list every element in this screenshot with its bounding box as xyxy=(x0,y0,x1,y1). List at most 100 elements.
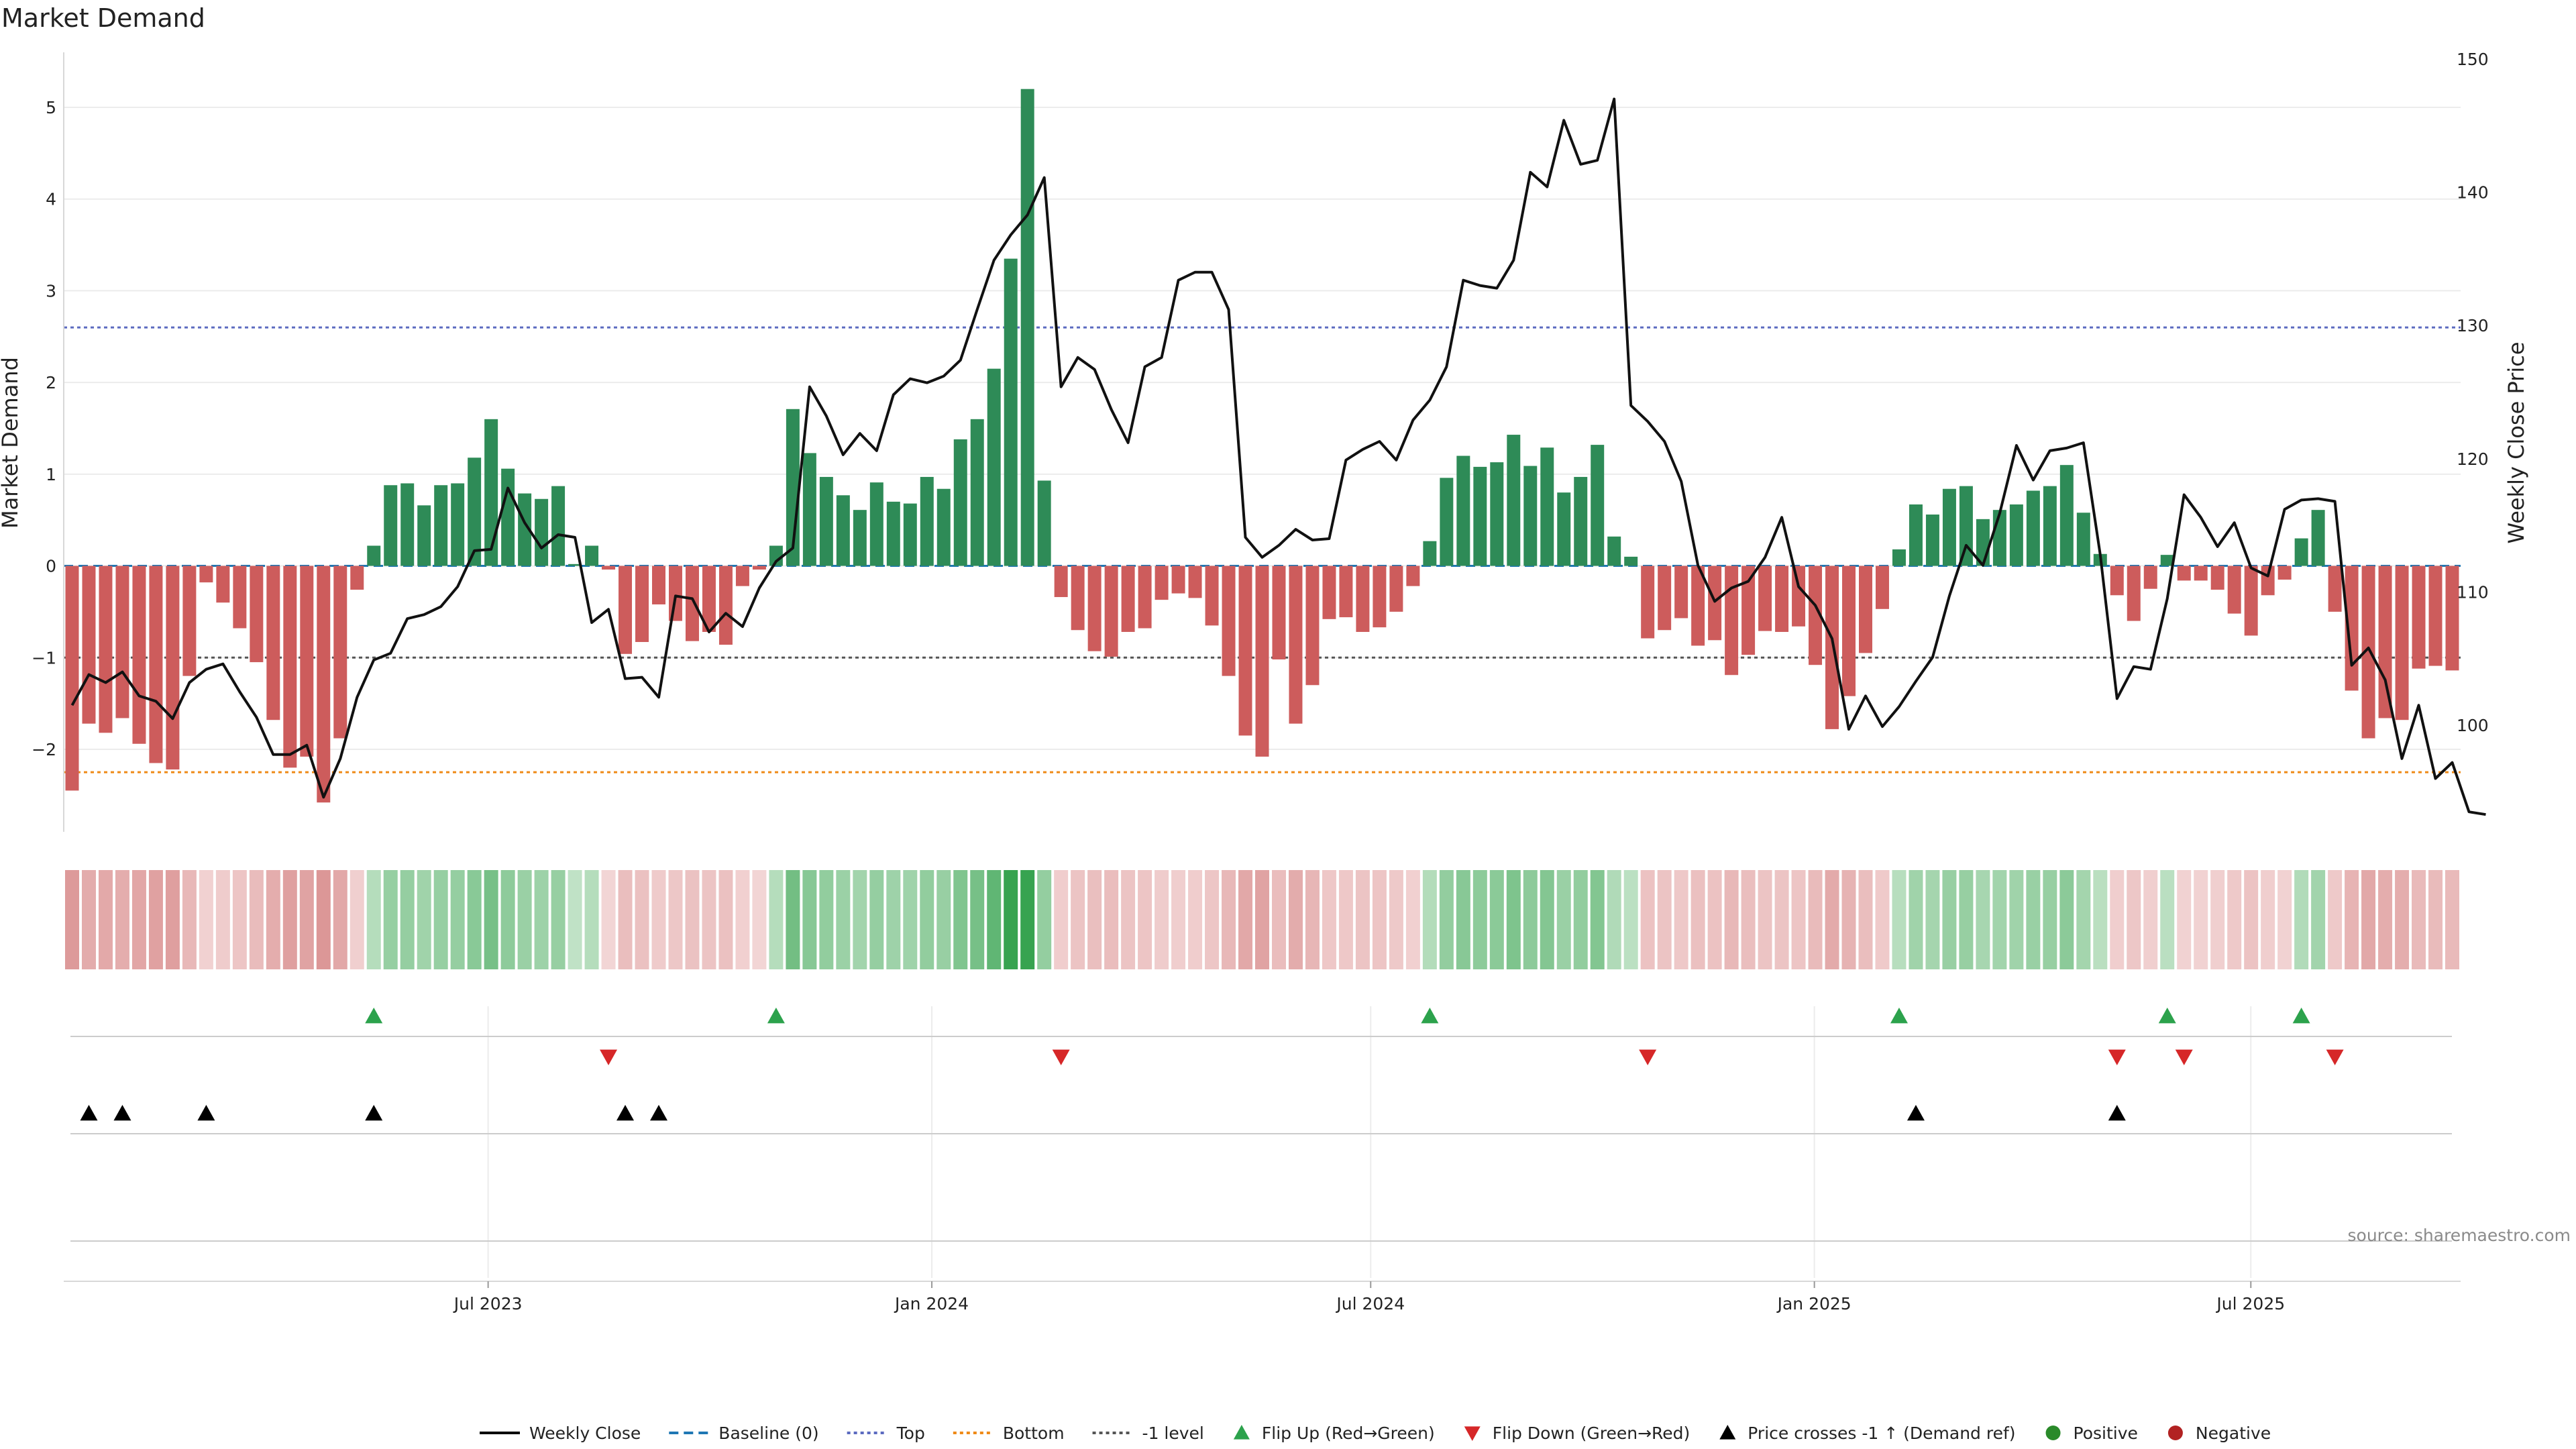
demand-bar xyxy=(1591,445,1605,566)
regime-band-cell xyxy=(1808,870,1823,969)
demand-bar xyxy=(2160,555,2174,566)
weekly-close-polyline xyxy=(70,97,2486,816)
y-tick-label: 4 xyxy=(46,190,56,209)
regime-band-cell xyxy=(2361,870,2376,969)
y2-tick-label: 120 xyxy=(2457,449,2489,469)
demand-bar xyxy=(1222,566,1236,676)
y-tick-label: 0 xyxy=(46,557,56,576)
price-cross-marker xyxy=(113,1105,131,1121)
demand-bar xyxy=(2445,566,2459,671)
regime-band-cell xyxy=(131,870,146,969)
demand-bar xyxy=(1641,566,1655,639)
regime-band-cell xyxy=(1004,870,1018,969)
demand-bar xyxy=(869,482,883,566)
demand-bar xyxy=(1272,566,1286,659)
demand-bar xyxy=(1691,566,1705,646)
demand-bar xyxy=(802,453,816,566)
demand-bar xyxy=(266,566,280,720)
flip-up-marker xyxy=(1421,1008,1439,1024)
price-cross-marker xyxy=(2108,1105,2126,1121)
regime-band-cell xyxy=(2261,870,2275,969)
legend: Weekly Close Baseline (0) Top Bottom -1 leve… xyxy=(480,1424,2271,1443)
regime-band-cell xyxy=(1171,870,1186,969)
regime-band-cell xyxy=(299,870,314,969)
regime-band-cell xyxy=(2412,870,2426,969)
y-axis-title: Market Demand xyxy=(0,357,23,529)
regime-band-cell xyxy=(1925,870,1940,969)
demand-bar xyxy=(1792,566,1806,627)
regime-band-cell xyxy=(1255,870,1269,969)
demand-bars xyxy=(65,89,2459,803)
demand-bar xyxy=(1892,549,1906,566)
regime-band-cell xyxy=(2076,870,2091,969)
demand-bar xyxy=(2076,513,2090,566)
demand-bar xyxy=(1942,488,1956,566)
demand-bar xyxy=(417,505,431,566)
demand-bar xyxy=(2210,566,2224,590)
weekly-close-line xyxy=(70,97,2486,816)
regime-band-cell xyxy=(98,870,113,969)
regime-band-cell xyxy=(333,870,347,969)
regime-band-cell xyxy=(1506,870,1521,969)
flip-down-marker xyxy=(1639,1049,1657,1065)
legend-label: Positive xyxy=(2074,1424,2138,1443)
demand-bar xyxy=(987,368,1001,566)
regime-band-cell xyxy=(1690,870,1705,969)
regime-band-cell xyxy=(450,870,465,969)
demand-bar xyxy=(1490,462,1504,566)
demand-bar xyxy=(1557,492,1571,566)
regime-band-cell xyxy=(1222,870,1236,969)
demand-bar xyxy=(735,566,749,586)
regime-band-cell xyxy=(2160,870,2175,969)
regime-band-cell xyxy=(1037,870,1052,969)
source-note: source: sharemaestro.com xyxy=(2348,1226,2571,1245)
regime-band-cell xyxy=(2345,870,2359,969)
demand-bar xyxy=(216,566,230,603)
regime-band-cell xyxy=(2328,870,2343,969)
demand-bar xyxy=(1322,566,1336,619)
regime-band-cell xyxy=(1724,870,1739,969)
regime-band-cell xyxy=(903,870,918,969)
demand-bar xyxy=(1992,510,2006,566)
price-cross-marker xyxy=(1907,1105,1925,1121)
demand-bar xyxy=(468,458,482,566)
regime-band-strip xyxy=(65,870,2459,969)
demand-bar xyxy=(635,566,649,643)
demand-bar xyxy=(99,566,113,733)
regime-band-cell xyxy=(601,870,616,969)
demand-bar xyxy=(1155,566,1169,600)
y-tick-label: −1 xyxy=(32,648,56,667)
demand-bar xyxy=(317,566,331,803)
demand-bar xyxy=(1909,504,1923,566)
regime-band-cell xyxy=(819,870,834,969)
demand-bar xyxy=(1758,566,1772,631)
demand-bar xyxy=(2311,510,2325,566)
demand-bar xyxy=(1456,455,1470,566)
regime-band-cell xyxy=(1607,870,1621,969)
flip-up-marker xyxy=(767,1008,785,1024)
regime-band-cell xyxy=(1892,870,1907,969)
regime-band-cell xyxy=(1155,870,1169,969)
regime-band-cell xyxy=(417,870,431,969)
regime-band-cell xyxy=(635,870,649,969)
regime-band-cell xyxy=(651,870,666,969)
regime-band-cell xyxy=(1205,870,1220,969)
regime-band-cell xyxy=(2043,870,2057,969)
demand-bar xyxy=(2026,490,2040,566)
legend-label: Negative xyxy=(2196,1424,2271,1443)
regime-band-cell xyxy=(1472,870,1487,969)
regime-band-cell xyxy=(953,870,968,969)
y2-axis-title: Weekly Close Price xyxy=(2504,341,2529,543)
demand-bar xyxy=(1004,258,1018,566)
regime-band-cell xyxy=(65,870,79,969)
regime-band-cell xyxy=(517,870,532,969)
regime-band-cell xyxy=(182,870,197,969)
regime-band-cell xyxy=(568,870,582,969)
legend-label: Baseline (0) xyxy=(718,1424,818,1443)
y2-tick-label: 130 xyxy=(2457,316,2489,335)
regime-band-cell xyxy=(584,870,599,969)
legend-label: -1 level xyxy=(1142,1424,1204,1443)
regime-band-cell xyxy=(1540,870,1554,969)
demand-bar xyxy=(1507,435,1521,566)
demand-bar xyxy=(936,488,951,566)
